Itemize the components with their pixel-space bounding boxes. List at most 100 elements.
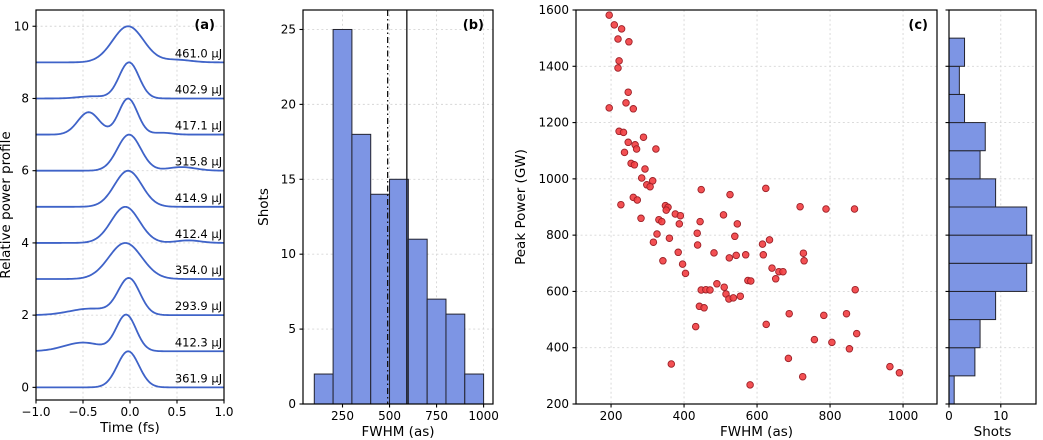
scatter-point xyxy=(641,165,649,173)
scatter-point xyxy=(637,214,645,223)
y-tick-label: 1400 xyxy=(538,59,569,73)
scatter-point xyxy=(851,285,859,294)
y-tick-label: 15 xyxy=(281,172,296,186)
x-tick-label: 10 xyxy=(993,409,1008,423)
scatter-point xyxy=(747,277,755,285)
panel-tag: (b) xyxy=(463,18,484,33)
histogram-bar xyxy=(948,178,997,208)
scatter-point xyxy=(762,320,770,329)
histogram-bar xyxy=(948,206,1028,236)
scatter-point xyxy=(653,230,661,238)
scatter-point xyxy=(622,99,630,107)
x-tick-label: 1000 xyxy=(888,409,919,423)
scatter-point xyxy=(697,185,705,194)
scatter-point xyxy=(710,249,718,257)
x-tick-label: 0.5 xyxy=(167,405,186,419)
histogram-bar xyxy=(445,313,466,405)
scatter-point xyxy=(619,128,628,137)
panel-tag: (a) xyxy=(194,18,215,33)
pulse-trace xyxy=(36,97,224,136)
scatter-point xyxy=(736,292,745,300)
pulse-energy-label: 412.4 μJ xyxy=(175,227,222,241)
histogram-bar xyxy=(948,150,981,180)
scatter-point xyxy=(617,200,625,209)
pulse-trace xyxy=(36,25,224,64)
axes-frame: −1.0 −0.5 0.0 0.5 1.0 0 2 4 6 8 10 Time (fs) Relativ… xyxy=(0,9,234,436)
scatter-point xyxy=(681,269,690,278)
scatter-point xyxy=(725,254,734,262)
x-axis-title: Shots xyxy=(974,424,1012,440)
peak-power-histogram-bars xyxy=(948,37,1033,405)
y-tick-label: 1000 xyxy=(538,172,569,186)
pulse-trace xyxy=(36,242,224,280)
scatter-point xyxy=(649,238,658,246)
scatter-point xyxy=(675,220,684,228)
x-axis-title: FWHM (as) xyxy=(361,424,434,440)
histogram-bar xyxy=(370,193,391,405)
y-tick-label: 25 xyxy=(281,22,296,36)
histogram-bar xyxy=(407,238,428,405)
scatter-point xyxy=(762,184,770,193)
pulse-trace xyxy=(36,350,224,389)
histogram-bar xyxy=(426,298,447,405)
x-tick-label: −0.5 xyxy=(68,405,97,419)
scatter-point xyxy=(646,182,654,191)
scatter-point xyxy=(842,309,851,318)
y-tick-label: 0 xyxy=(21,380,29,394)
histogram-bar xyxy=(948,93,966,124)
axes-frame: 200 400 600 800 1000 200 400 600 800 1000 1200 1400… xyxy=(513,3,938,440)
x-tick-label: 0.0 xyxy=(120,405,139,419)
y-tick-label: 5 xyxy=(288,322,296,336)
pulse-energy-label: 361.9 μJ xyxy=(175,371,222,385)
scatter-point xyxy=(620,148,629,157)
scatter-point xyxy=(731,232,739,241)
scatter-point xyxy=(706,286,714,294)
x-tick-label: 0 xyxy=(945,409,953,423)
pulse-trace xyxy=(36,61,224,100)
scatter-point xyxy=(617,25,626,33)
scatter-point xyxy=(700,304,708,312)
pulse-energy-label: 412.3 μJ xyxy=(175,335,222,349)
x-tick-label: −1.0 xyxy=(21,405,50,419)
y-tick-label: 0 xyxy=(288,397,296,411)
x-tick-label: 200 xyxy=(600,409,623,423)
histogram-bar xyxy=(948,375,955,405)
pulse-trace xyxy=(36,133,225,172)
pulse-energy-label: 293.9 μJ xyxy=(175,299,222,313)
y-tick-label: 4 xyxy=(21,236,29,250)
scatter-point xyxy=(637,174,646,182)
scatter-point xyxy=(886,362,894,371)
scatter-point xyxy=(784,354,793,363)
scatter-point xyxy=(822,205,830,213)
scatter-point xyxy=(800,257,808,265)
histogram-bar xyxy=(313,373,334,405)
panel-c: 200 400 600 800 1000 200 400 600 800 1000 1200 1400… xyxy=(513,3,938,440)
scatter-point xyxy=(659,257,667,265)
y-tick-label: 2 xyxy=(21,308,29,322)
scatter-point xyxy=(732,251,740,260)
panel-a: 361.9 μJ 412.3 μJ 293.9 μJ 354.0 μJ 412.4 μJ… xyxy=(0,9,234,436)
histogram-bar xyxy=(948,262,1028,292)
scatter-point xyxy=(667,360,676,368)
x-tick-label: 250 xyxy=(331,409,354,423)
histogram-bar xyxy=(948,37,966,67)
y-axis-title: Peak Power (GW) xyxy=(513,149,529,265)
scatter-point xyxy=(852,329,861,338)
scatter-point xyxy=(676,211,685,220)
scatter-point xyxy=(779,267,787,276)
axes-frame: 250 500 750 1000 0 5 10 15 20 25 FWHM (as) Shots (b) xyxy=(256,9,499,440)
histogram-bar xyxy=(948,122,986,152)
pulse-energy-label: 461.0 μJ xyxy=(175,46,222,60)
scatter-point xyxy=(614,64,622,72)
scatter-point xyxy=(696,217,704,226)
y-tick-label: 1200 xyxy=(538,116,569,130)
pulse-trace xyxy=(36,169,224,208)
pulse-energy-label: 402.9 μJ xyxy=(175,82,222,96)
x-tick-label: 400 xyxy=(673,409,696,423)
scatter-point xyxy=(630,161,639,169)
pulse-trace xyxy=(35,313,224,353)
scatter-point xyxy=(768,264,776,272)
scatter-point xyxy=(639,133,648,141)
